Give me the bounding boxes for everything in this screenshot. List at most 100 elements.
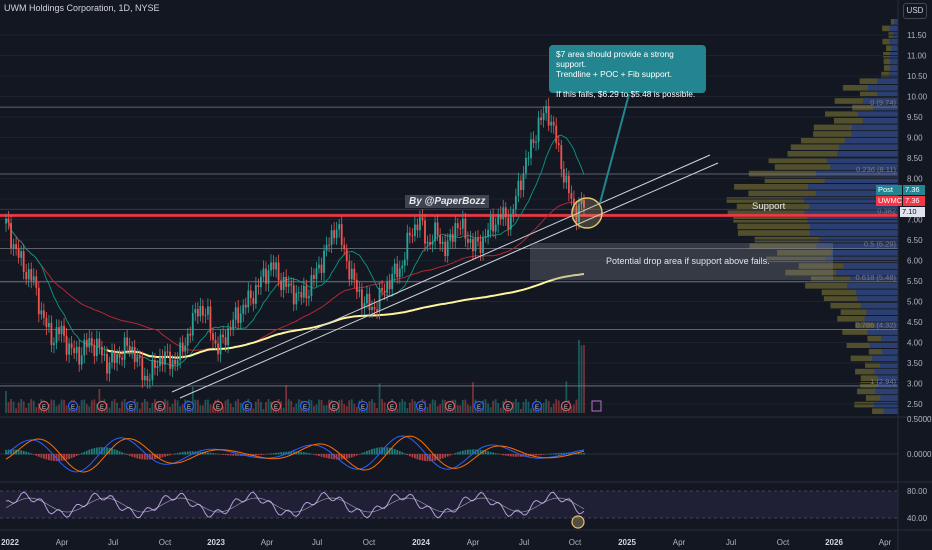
volume-bar xyxy=(116,402,118,413)
candle-body xyxy=(456,223,459,229)
candle-body xyxy=(393,263,396,274)
macd-histogram-bar xyxy=(166,454,169,456)
macd-histogram-bar xyxy=(80,453,83,455)
volume-bar xyxy=(93,399,96,413)
candle-body xyxy=(353,268,356,280)
candle-body xyxy=(429,241,431,245)
macd-histogram-bar xyxy=(227,454,230,456)
volume-bar xyxy=(583,345,585,413)
profile-bar-down xyxy=(809,230,898,236)
earnings-letter: E xyxy=(129,405,133,411)
earnings-marker xyxy=(125,400,137,412)
macd-line xyxy=(5,435,585,473)
candle-body xyxy=(98,338,101,347)
currency-button[interactable]: USD xyxy=(903,3,927,19)
macd-histogram-bar xyxy=(434,454,436,461)
macd-histogram-bar xyxy=(578,452,580,455)
volume-bar xyxy=(65,405,68,413)
rsi-tick-label: 80.00 xyxy=(907,487,928,496)
y-tick-label: 9.00 xyxy=(907,134,923,143)
macd-histogram-bar xyxy=(504,454,507,456)
volume-bar xyxy=(297,399,300,413)
macd-histogram-bar xyxy=(313,454,315,455)
macd-histogram-bar xyxy=(441,454,444,459)
candle-body xyxy=(35,276,38,288)
earnings-marker xyxy=(415,400,427,412)
candle-body xyxy=(358,289,361,292)
callout-line-2: Trendline + POC + Fib support. xyxy=(556,69,673,79)
volume-bar xyxy=(138,408,141,413)
volume-bar xyxy=(456,405,459,413)
candle-body xyxy=(530,139,532,158)
macd-histogram-bar xyxy=(126,454,129,455)
candle-body xyxy=(123,337,126,360)
macd-histogram-bar xyxy=(550,453,553,455)
candle-body xyxy=(497,214,500,225)
candle-body xyxy=(277,262,280,281)
candle-body xyxy=(378,287,381,312)
macd-histogram-bar xyxy=(53,454,55,462)
macd-histogram-bar xyxy=(257,454,260,456)
candle-body xyxy=(413,224,416,237)
profile-bar-down xyxy=(874,368,898,375)
macd-histogram-bar xyxy=(32,454,35,455)
x-tick-label: Apr xyxy=(467,538,480,547)
candle-body xyxy=(108,362,111,374)
volume-bar xyxy=(254,401,257,413)
candle-body xyxy=(302,285,305,298)
fib-label: 0 (9.74) xyxy=(870,98,896,107)
earnings-letter: E xyxy=(42,405,46,411)
profile-bar-down xyxy=(877,382,898,388)
candle-body xyxy=(257,285,260,288)
candle-body xyxy=(517,180,520,197)
volume-bar xyxy=(376,408,378,413)
candle-body xyxy=(50,323,53,346)
macd-histogram-bar xyxy=(270,453,272,455)
volume-bar xyxy=(580,345,583,413)
candle-body xyxy=(141,358,144,381)
x-tick-label: Apr xyxy=(879,538,892,547)
volume-bar xyxy=(151,402,154,413)
candle-body xyxy=(292,285,295,305)
volume-bar xyxy=(191,386,194,413)
macd-histogram-bar xyxy=(307,453,310,455)
support-callout[interactable]: $7 area should provide a strong support.… xyxy=(549,45,706,99)
candle-body xyxy=(477,238,479,242)
volume-bar xyxy=(386,408,389,413)
candle-body xyxy=(209,306,212,334)
macd-histogram-bar xyxy=(376,447,378,455)
volume-bar xyxy=(121,401,124,413)
volume-bar xyxy=(578,339,580,413)
macd-histogram-bar xyxy=(27,452,30,455)
profile-bar-down xyxy=(879,362,898,368)
profile-bar-down xyxy=(860,302,898,309)
volume-bar xyxy=(517,402,520,413)
candle-body xyxy=(580,200,583,205)
volume-bar xyxy=(25,407,28,413)
macd-histogram-bar xyxy=(30,453,33,455)
macd-histogram-bar xyxy=(116,450,118,455)
macd-histogram-bar xyxy=(310,453,313,455)
macd-histogram-bar xyxy=(285,451,288,455)
earnings-marker xyxy=(386,400,398,412)
x-tick-label: Oct xyxy=(159,538,172,547)
volume-bar xyxy=(499,407,502,413)
macd-histogram-bar xyxy=(371,449,373,455)
vwap-line xyxy=(106,273,585,359)
candle-body xyxy=(527,157,530,159)
candle-body xyxy=(191,312,194,336)
earnings-marker xyxy=(357,400,369,412)
candle-body xyxy=(557,143,560,146)
macd-histogram-bar xyxy=(5,449,7,455)
macd-histogram-bar xyxy=(37,454,40,457)
macd-histogram-bar xyxy=(63,454,65,461)
y-tick-label: 10.50 xyxy=(907,72,928,81)
y-tick-label: 3.00 xyxy=(907,380,923,389)
macd-histogram-bar xyxy=(133,454,136,458)
candle-body xyxy=(461,218,464,229)
candle-body xyxy=(189,333,192,336)
candle-body xyxy=(17,248,20,258)
volume-bar xyxy=(20,399,23,413)
profile-bar-down xyxy=(876,78,898,84)
